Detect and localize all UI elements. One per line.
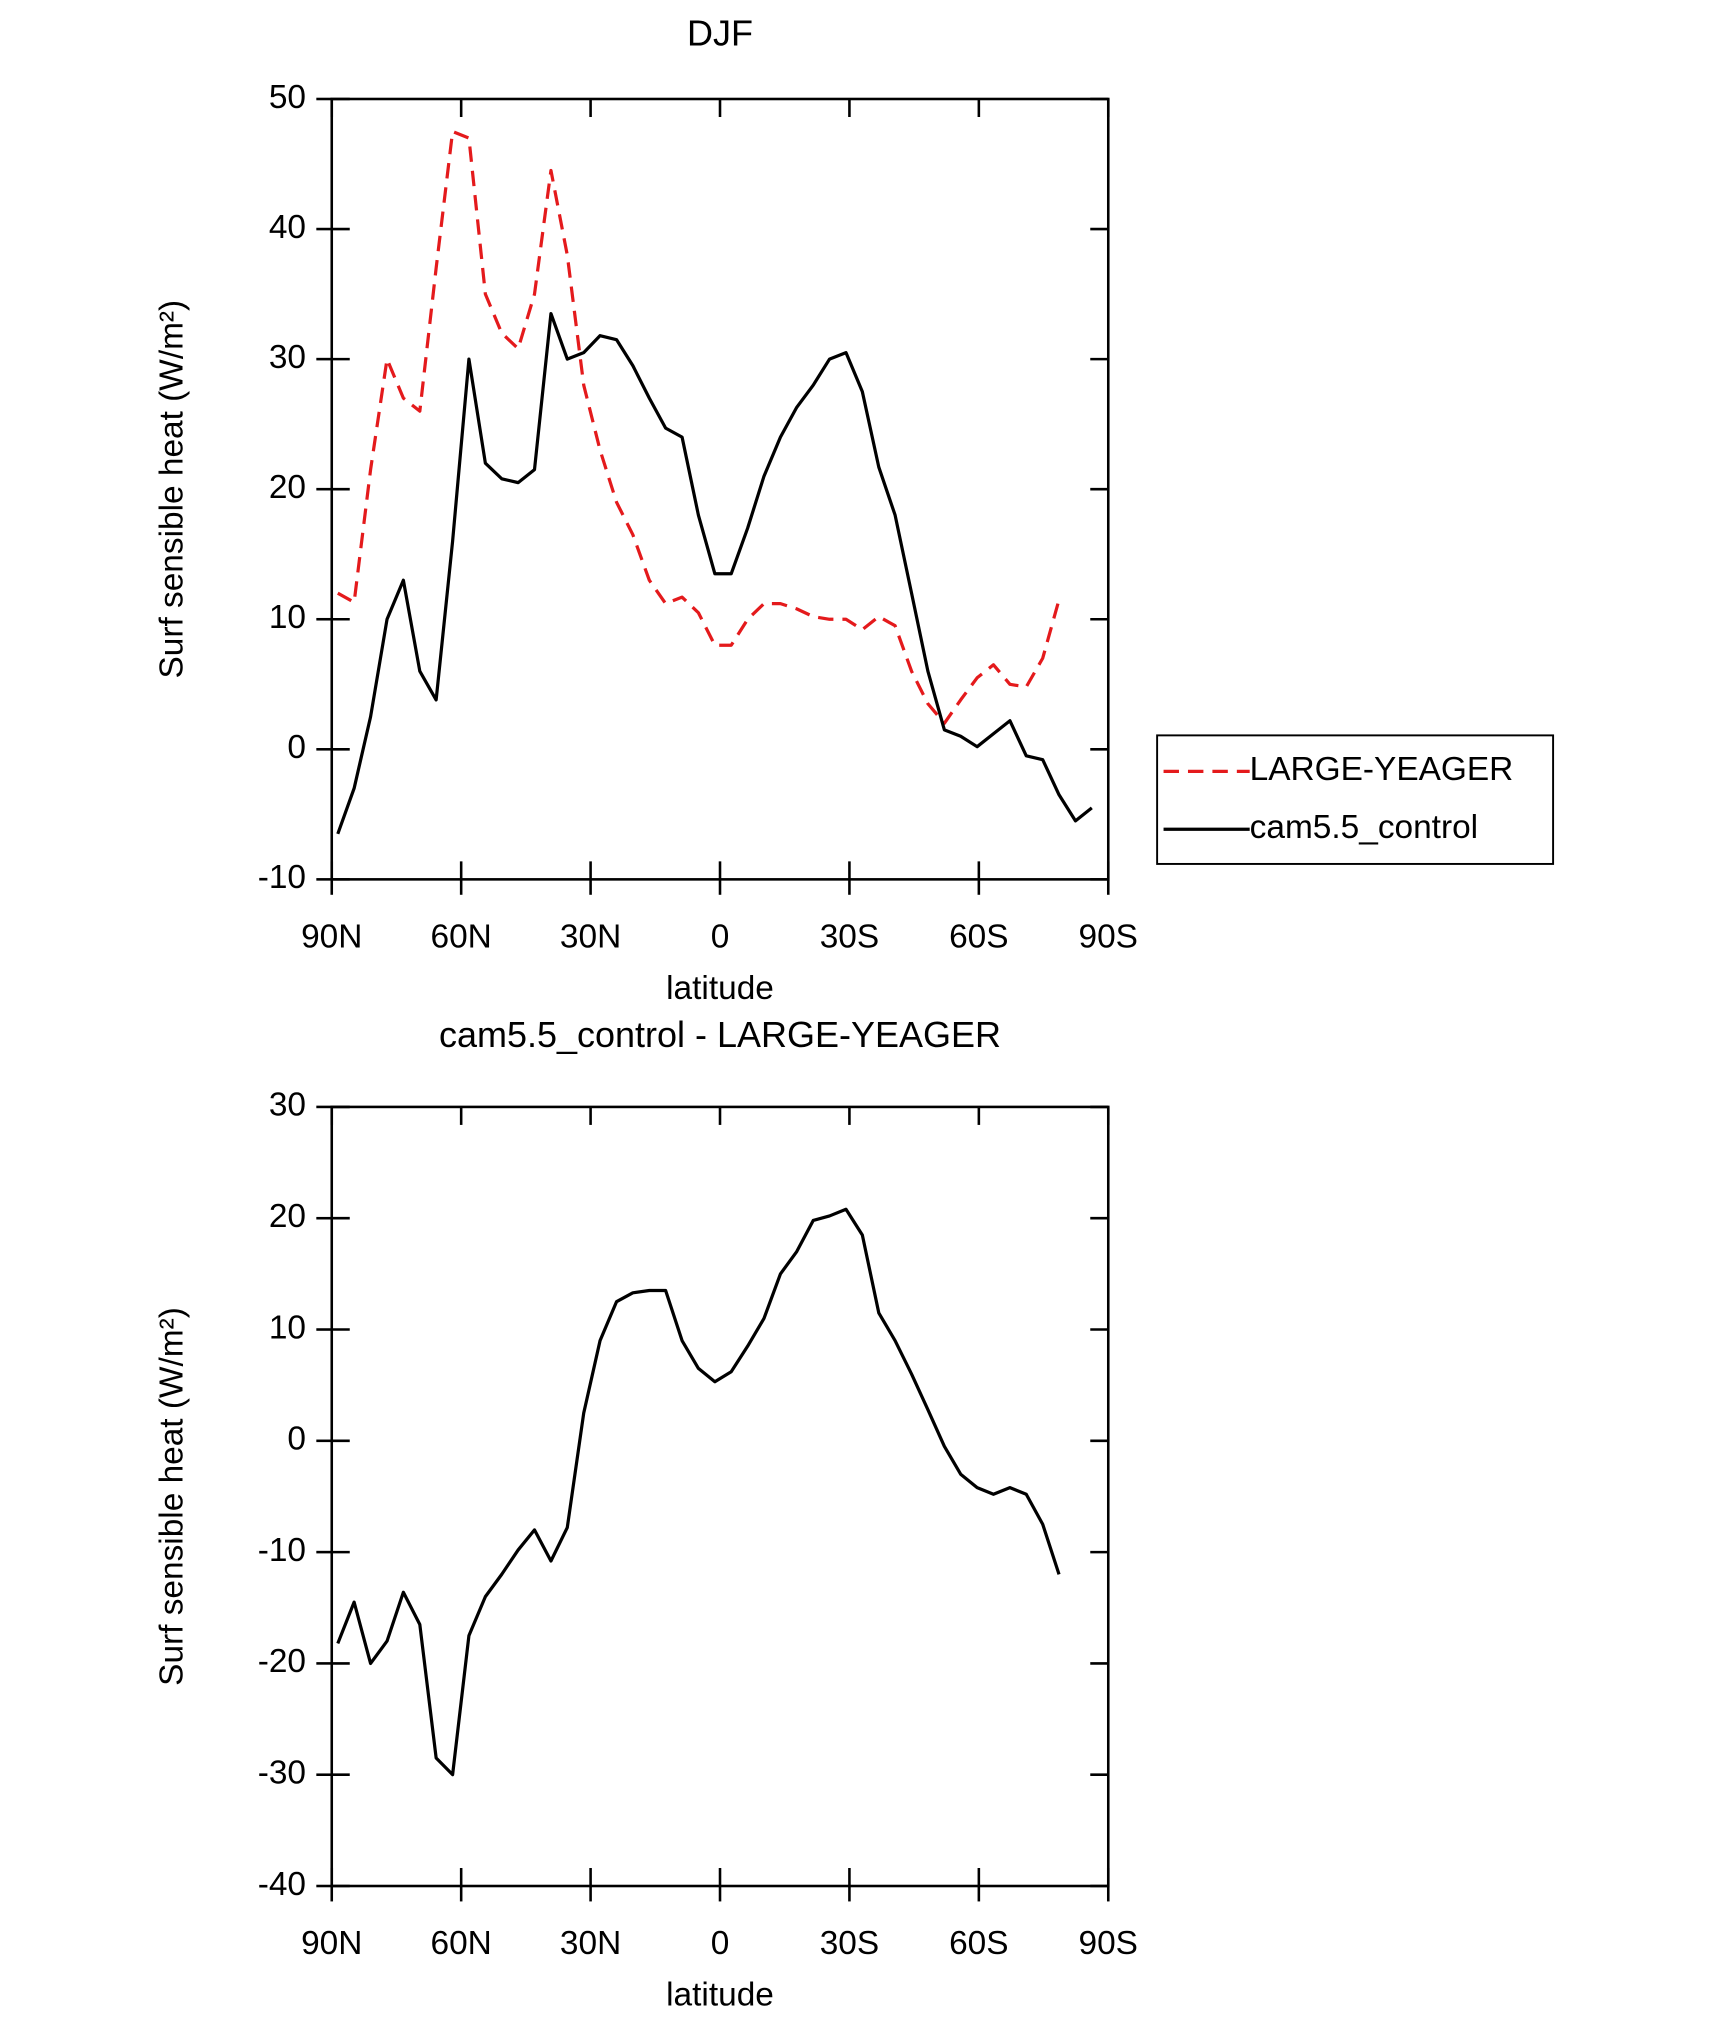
x-tick-label: 90S (1079, 918, 1138, 955)
x-tick-label: 60N (431, 1925, 492, 1962)
legend-label: cam5.5_control (1250, 809, 1478, 846)
x-tick-label: 90N (301, 918, 362, 955)
y-tick-label: 20 (269, 469, 306, 506)
x-axis-label: latitude (666, 970, 774, 1007)
y-axis-label: Surf sensible heat (W/m²) (153, 300, 190, 679)
y-tick-label: 0 (287, 1421, 306, 1458)
chart-title: DJF (687, 12, 753, 53)
data-line (336, 311, 1093, 835)
x-tick-label: 0 (711, 1925, 730, 1962)
y-tick-label: 20 (269, 1198, 306, 1235)
y-tick-label: -10 (258, 1532, 306, 1569)
y-tick-label: 10 (269, 599, 306, 636)
y-tick-label: 0 (287, 729, 306, 766)
data-line (337, 129, 1061, 725)
x-tick-label: 30N (560, 1925, 621, 1962)
y-tick-label: 40 (269, 209, 306, 246)
plot-frame (330, 97, 1110, 881)
y-tick-label: -40 (258, 1866, 306, 1903)
x-axis-label: latitude (666, 1976, 774, 2013)
y-tick-label: 30 (269, 1087, 306, 1124)
x-tick-label: 0 (711, 918, 730, 955)
y-axis-label: Surf sensible heat (W/m²) (153, 1307, 190, 1686)
y-tick-label: -30 (258, 1755, 306, 1792)
legend-box (1156, 734, 1555, 865)
x-tick-label: 60S (949, 918, 1008, 955)
x-tick-label: 60N (431, 918, 492, 955)
y-tick-label: 10 (269, 1309, 306, 1346)
chart-title: cam5.5_control - LARGE-YEAGER (439, 1014, 1001, 1055)
x-tick-label: 30N (560, 918, 621, 955)
x-tick-label: 90N (301, 1925, 362, 1962)
legend-label: LARGE-YEAGER (1250, 751, 1514, 788)
x-tick-label: 30S (820, 1925, 879, 1962)
x-tick-label: 90S (1079, 1925, 1138, 1962)
x-tick-label: 60S (949, 1925, 1008, 1962)
y-tick-label: 30 (269, 339, 306, 376)
y-tick-label: -20 (258, 1643, 306, 1680)
data-line (336, 1207, 1061, 1777)
y-tick-label: 50 (269, 79, 306, 116)
x-tick-label: 30S (820, 918, 879, 955)
y-tick-label: -10 (258, 859, 306, 896)
